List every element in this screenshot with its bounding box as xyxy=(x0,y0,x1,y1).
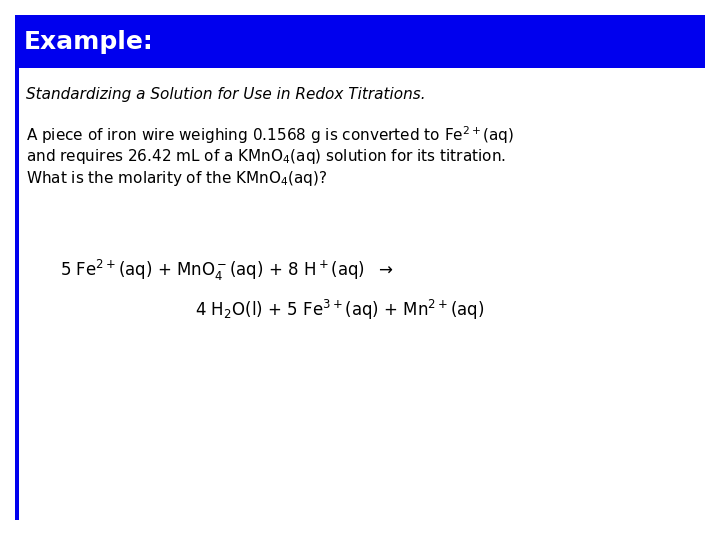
Text: 5 Fe$^{2+}$(aq) + MnO$_4^-$(aq) + 8 H$^+$(aq)  $\rightarrow$: 5 Fe$^{2+}$(aq) + MnO$_4^-$(aq) + 8 H$^+… xyxy=(60,258,393,282)
Text: Example:: Example: xyxy=(24,30,154,54)
Text: What is the molarity of the KMnO$_4$(aq)?: What is the molarity of the KMnO$_4$(aq)… xyxy=(26,170,328,188)
Text: A piece of iron wire weighing 0.1568 g is converted to Fe$^{2+}$(aq): A piece of iron wire weighing 0.1568 g i… xyxy=(26,124,514,146)
Text: and requires 26.42 mL of a KMnO$_4$(aq) solution for its titration.: and requires 26.42 mL of a KMnO$_4$(aq) … xyxy=(26,147,506,166)
Text: 4 H$_2$O(l) + 5 Fe$^{3+}$(aq) + Mn$^{2+}$(aq): 4 H$_2$O(l) + 5 Fe$^{3+}$(aq) + Mn$^{2+}… xyxy=(195,298,485,322)
Text: Standardizing a Solution for Use in Redox Titrations.: Standardizing a Solution for Use in Redo… xyxy=(26,87,426,103)
Bar xyxy=(15,15,705,68)
Bar xyxy=(15,68,19,520)
